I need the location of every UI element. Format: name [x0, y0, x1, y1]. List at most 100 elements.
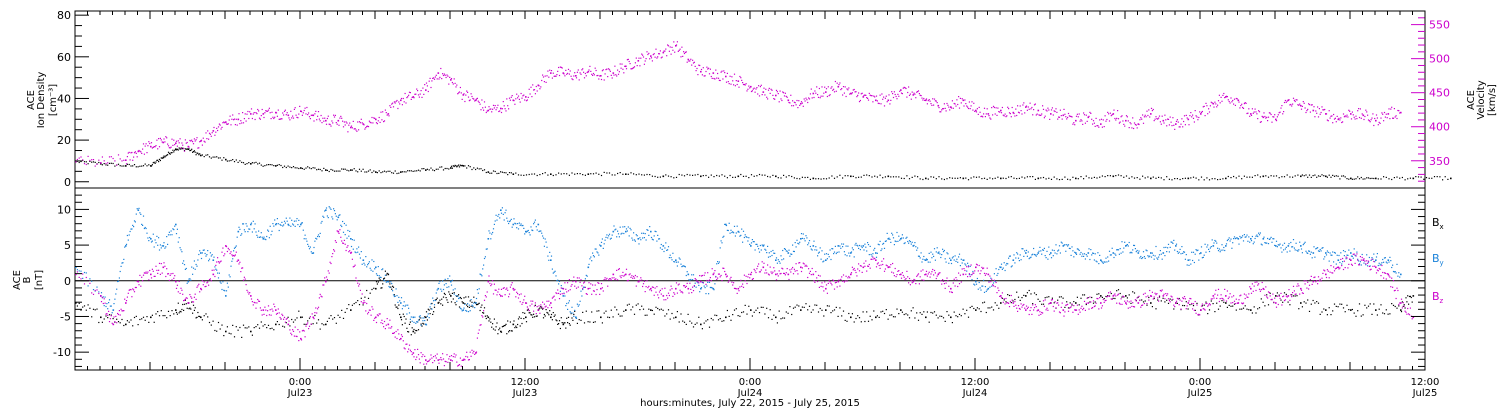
bx-fill-point — [652, 310, 653, 311]
density-fill-point — [191, 149, 192, 150]
by-fill-point — [1189, 259, 1190, 260]
density-fill-point — [946, 178, 947, 179]
by-fill-point — [1233, 238, 1234, 239]
velocity-fill-point — [705, 75, 706, 76]
bz-fill-point — [381, 320, 382, 321]
velocity-fill-point — [792, 100, 793, 101]
by-fill-point — [459, 297, 460, 298]
by-fill-point — [587, 276, 588, 277]
by-fill-point — [1012, 265, 1013, 266]
velocity-fill-point — [970, 108, 971, 109]
bx-fill-point — [155, 313, 156, 314]
bx-fill-point — [627, 305, 628, 306]
velocity-fill-point — [287, 112, 288, 113]
bz-fill-point — [357, 283, 358, 284]
by-fill-point — [662, 249, 663, 250]
by-fill-point — [1215, 241, 1216, 242]
bx-fill-point — [495, 330, 496, 331]
velocity-fill-point — [710, 69, 711, 70]
velocity-fill-point — [428, 91, 429, 92]
bx-fill-point — [618, 314, 619, 315]
velocity-fill-point — [711, 76, 712, 77]
bx-fill-point — [820, 308, 821, 309]
bz-fill-point — [356, 280, 357, 281]
by-fill-point — [489, 233, 490, 234]
velocity-fill-point — [623, 72, 624, 73]
density-fill-point — [414, 170, 415, 171]
velocity-fill-point — [692, 60, 693, 61]
velocity-fill-point — [718, 78, 719, 79]
bx-fill-point — [1204, 305, 1205, 306]
bx-fill-point — [1170, 299, 1171, 300]
by-fill-point — [1293, 239, 1294, 240]
by-fill-point — [832, 248, 833, 249]
density-point — [250, 163, 252, 165]
velocity-fill-point — [795, 102, 796, 103]
by-fill-point — [771, 255, 772, 256]
bz-fill-point — [207, 281, 208, 282]
by-fill-point — [962, 262, 963, 263]
bx-fill-point — [403, 314, 404, 315]
by-fill-point — [592, 253, 593, 254]
velocity-point — [475, 100, 477, 102]
by-fill-point — [1115, 255, 1116, 256]
bx-fill-point — [936, 315, 937, 316]
density-fill-point — [1434, 176, 1435, 177]
bx-fill-point — [113, 318, 114, 319]
velocity-fill-point — [192, 141, 193, 142]
velocity-fill-point — [88, 156, 89, 157]
velocity-fill-point — [553, 73, 554, 74]
by-fill-point — [123, 259, 124, 260]
density-fill-point — [418, 170, 419, 171]
bx-fill-point — [82, 307, 83, 308]
by-fill-point — [357, 252, 358, 253]
by-fill-point — [896, 241, 897, 242]
by-fill-point — [1118, 249, 1119, 250]
density-fill-point — [330, 169, 331, 170]
velocity-fill-point — [330, 126, 331, 127]
by-fill-point — [935, 260, 936, 261]
velocity-fill-point — [781, 100, 782, 101]
bz-fill-point — [384, 321, 385, 322]
density-fill-point — [320, 169, 321, 170]
velocity-fill-point — [1071, 116, 1072, 117]
by-point — [1288, 245, 1290, 247]
velocity-fill-point — [238, 113, 239, 114]
velocity-fill-point — [1234, 99, 1235, 100]
by-fill-point — [1097, 252, 1098, 253]
velocity-fill-point — [572, 79, 573, 80]
density-fill-point — [644, 175, 645, 176]
velocity-fill-point — [940, 111, 941, 112]
density-fill-point — [695, 174, 696, 175]
bz-fill-point — [478, 333, 479, 334]
velocity-fill-point — [363, 124, 364, 125]
velocity-fill-point — [1254, 111, 1255, 112]
bz-fill-point — [517, 293, 518, 294]
velocity-fill-point — [549, 70, 550, 71]
bx-point — [800, 309, 802, 311]
density-fill-point — [114, 166, 115, 167]
bx-fill-point — [1173, 308, 1174, 309]
velocity-fill-point — [1139, 119, 1140, 120]
velocity-fill-point — [1014, 115, 1015, 116]
bz-fill-point — [389, 320, 390, 321]
velocity-fill-point — [989, 117, 990, 118]
by-fill-point — [705, 293, 706, 294]
density-fill-point — [1352, 179, 1353, 180]
velocity-fill-point — [519, 99, 520, 100]
bx-fill-point — [414, 332, 415, 333]
velocity-fill-point — [618, 74, 619, 75]
bz-fill-point — [388, 327, 389, 328]
bz-fill-point — [533, 311, 534, 312]
bx-fill-point — [271, 328, 272, 329]
velocity-fill-point — [184, 151, 185, 152]
bx-fill-point — [979, 308, 980, 309]
density-fill-point — [1083, 178, 1084, 179]
density-point — [200, 155, 202, 157]
bx-fill-point — [1277, 292, 1278, 293]
velocity-fill-point — [830, 88, 831, 89]
bz-fill-point — [544, 304, 545, 305]
bx-fill-point — [988, 307, 989, 308]
velocity-fill-point — [1340, 117, 1341, 118]
density-fill-point — [1355, 178, 1356, 179]
